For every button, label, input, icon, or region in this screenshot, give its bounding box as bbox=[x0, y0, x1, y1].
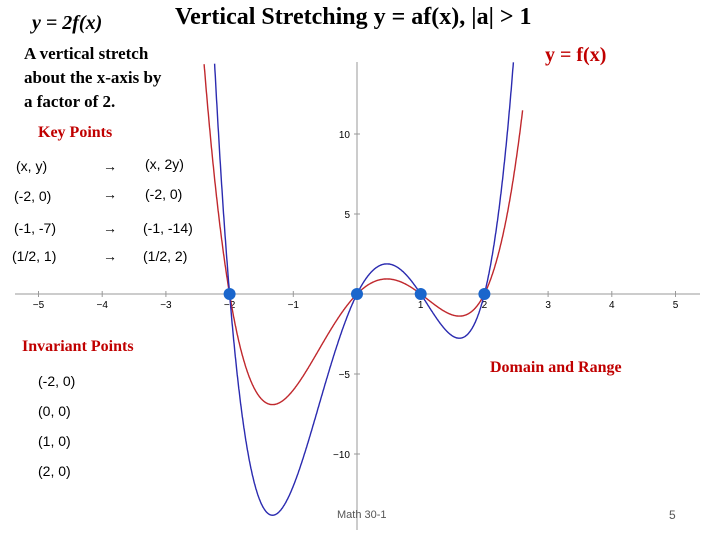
x-tick-label: 3 bbox=[545, 300, 551, 311]
key-point-image: (1/2, 2) bbox=[143, 248, 188, 264]
invariant-point: (2, 0) bbox=[38, 463, 71, 479]
invariant-point-marker bbox=[351, 288, 363, 300]
invariant-point: (-2, 0) bbox=[38, 373, 76, 389]
x-tick-label: −5 bbox=[33, 300, 45, 311]
key-point-original: (1/2, 1) bbox=[12, 248, 57, 264]
invariant-point-marker bbox=[478, 288, 491, 300]
page-number: 5 bbox=[669, 508, 676, 522]
y-tick-label: −5 bbox=[339, 370, 351, 381]
invariant-points-heading: Invariant Points bbox=[22, 338, 134, 355]
x-tick-label: −4 bbox=[96, 300, 108, 311]
x-tick-label: 4 bbox=[609, 300, 615, 311]
invariant-point: (0, 0) bbox=[38, 403, 71, 419]
invariant-point-marker bbox=[223, 288, 236, 300]
x-tick-label: 1 bbox=[418, 300, 424, 311]
x-tick-label: −2 bbox=[224, 300, 236, 311]
curve-f bbox=[203, 64, 524, 406]
description-line-1: A vertical stretch bbox=[24, 44, 149, 63]
course-footer: Math 30-1 bbox=[337, 509, 387, 521]
y-tick-label: 5 bbox=[344, 210, 350, 221]
arrow-icon: → bbox=[103, 248, 117, 264]
arrow-icon: → bbox=[103, 220, 117, 236]
stretched-function-label: y = 2f(x) bbox=[32, 12, 103, 34]
domain-range-heading: Domain and Range bbox=[490, 359, 622, 376]
key-point-original: (x, y) bbox=[16, 158, 48, 174]
original-function-label: y = f(x) bbox=[545, 44, 607, 66]
key-point-image: (x, 2y) bbox=[145, 156, 184, 172]
invariant-point: (1, 0) bbox=[38, 433, 71, 449]
page-title: Vertical Stretching y = af(x), |a| > 1 bbox=[175, 4, 532, 30]
description-line-3: a factor of 2. bbox=[24, 92, 116, 111]
x-tick-label: 2 bbox=[482, 300, 488, 311]
x-tick-label: −1 bbox=[288, 300, 300, 311]
invariant-point-marker bbox=[414, 288, 427, 300]
y-tick-label: −10 bbox=[333, 450, 350, 461]
x-tick-label: 5 bbox=[673, 300, 679, 311]
x-tick-label: −3 bbox=[160, 300, 172, 311]
key-point-original: (-1, -7) bbox=[14, 220, 56, 236]
arrow-icon: → bbox=[103, 158, 117, 174]
description-line-2: about the x-axis by bbox=[24, 68, 162, 87]
curve-2f bbox=[213, 62, 515, 517]
y-tick-label: 10 bbox=[339, 130, 351, 141]
key-points-heading: Key Points bbox=[38, 124, 113, 141]
arrow-icon: → bbox=[103, 186, 117, 202]
key-point-image: (-1, -14) bbox=[143, 220, 193, 236]
key-point-original: (-2, 0) bbox=[14, 188, 52, 204]
key-point-image: (-2, 0) bbox=[145, 186, 183, 202]
